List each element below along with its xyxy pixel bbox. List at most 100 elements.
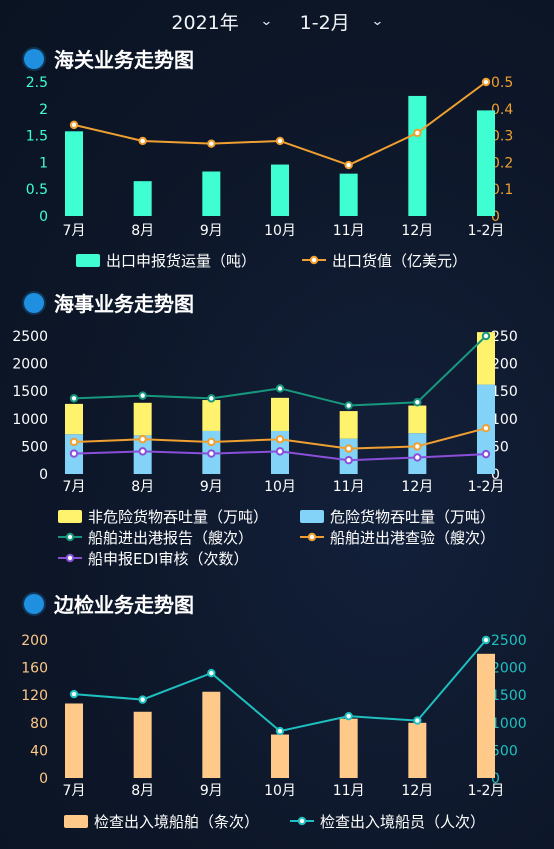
x-axis-tick-label: 9月	[200, 223, 223, 239]
circle-dot-icon	[24, 593, 44, 614]
data-point	[69, 394, 79, 403]
data-point	[138, 391, 147, 400]
x-axis-tick-label: 10月	[264, 783, 296, 799]
data-point	[69, 437, 79, 447]
y-axis-tick-label: 1000	[12, 412, 48, 428]
x-axis-tick-label: 8月	[131, 783, 154, 799]
y-axis-tick-label: 1	[39, 155, 48, 171]
data-point	[207, 668, 216, 678]
data-point	[481, 331, 491, 341]
bar	[339, 173, 358, 216]
bar	[202, 691, 221, 778]
data-point	[413, 128, 422, 138]
section-title-border: 边检业务走势图	[24, 589, 194, 618]
legend-swatch	[58, 510, 82, 523]
period-select-value: 1-2月	[299, 11, 350, 34]
y2-axis-tick-label: 500	[491, 743, 518, 759]
legend-swatch	[65, 532, 75, 542]
bar	[408, 405, 427, 434]
data-point	[344, 711, 353, 721]
data-point	[138, 136, 147, 146]
data-point	[207, 449, 216, 458]
data-point	[138, 695, 147, 704]
x-axis-tick-label: 10月	[264, 479, 296, 495]
legend-label: 出口申报货运量（吨）	[106, 252, 256, 270]
bar	[202, 171, 221, 216]
legend-swatch	[65, 553, 75, 563]
period-select[interactable]: 1-2月 ⌄	[299, 8, 384, 35]
chevron-down-icon: ⌄	[259, 13, 273, 29]
bar	[339, 411, 358, 439]
section-title-text: 海关业务走势图	[54, 48, 194, 72]
data-point	[207, 394, 216, 403]
data-point	[275, 726, 285, 736]
y2-axis-tick-label: 50	[491, 439, 509, 455]
x-axis-tick-label: 1-2月	[468, 479, 505, 495]
y2-axis-tick-label: 200	[491, 357, 518, 373]
x-axis-tick-label: 1-2月	[468, 783, 505, 799]
data-point	[275, 384, 285, 393]
bar	[65, 703, 83, 778]
year-select-value: 2021年	[171, 11, 239, 34]
legend-label: 出口货值（亿美元）	[332, 252, 467, 270]
data-point	[413, 398, 422, 407]
y2-axis-tick-label: 0.4	[491, 102, 513, 118]
legend-label: 船舶进出港报告（艘次）	[88, 529, 253, 547]
data-point	[275, 136, 285, 146]
y2-axis-tick-label: 0.2	[491, 155, 513, 171]
year-select[interactable]: 2021年 ⌄	[171, 8, 273, 35]
bar	[65, 403, 83, 435]
data-point	[344, 456, 353, 465]
legend-swatch	[309, 255, 319, 265]
legend-label: 船舶进出港查验（艘次）	[330, 529, 495, 547]
x-axis-tick-label: 11月	[333, 783, 365, 799]
legend-swatch	[297, 816, 307, 826]
x-axis-tick-label: 10月	[264, 223, 296, 239]
x-axis-tick-label: 11月	[333, 479, 365, 495]
bar	[133, 711, 152, 778]
x-axis-tick-label: 9月	[200, 783, 223, 799]
legend-swatch	[307, 532, 317, 542]
y2-axis-tick-label: 0	[491, 771, 500, 787]
y-axis-tick-label: 160	[21, 661, 48, 677]
y2-axis-tick-label: 2500	[491, 633, 527, 649]
legend-label: 检查出入境船员（人次）	[320, 813, 485, 831]
maritime-trend-chart: 0 500 1000 1500 2000 2500 0 50 100 150 200 250 7月 8月 9…	[12, 329, 518, 568]
y2-axis-tick-label: 100	[491, 412, 518, 428]
x-axis-tick-label: 7月	[63, 223, 86, 239]
bar	[477, 653, 495, 778]
section-title-text: 海事业务走势图	[54, 292, 194, 316]
bar	[271, 734, 289, 778]
bar	[477, 332, 495, 385]
bar	[202, 400, 221, 431]
data-point	[207, 139, 216, 148]
data-point	[481, 423, 491, 433]
legend-label: 船申报EDI审核（次数）	[88, 550, 248, 568]
y-axis-tick-label: 1.5	[26, 129, 48, 145]
y-axis-tick-label: 2000	[12, 357, 48, 373]
y-axis-tick-label: 200	[21, 633, 48, 649]
bar	[339, 718, 358, 778]
data-point	[69, 449, 79, 458]
bar	[65, 131, 83, 216]
circle-dot-icon	[24, 48, 44, 69]
y-axis-tick-label: 2	[39, 102, 48, 118]
bar	[133, 181, 152, 216]
y-axis-tick-label: 500	[21, 439, 48, 455]
data-point	[207, 437, 216, 447]
data-point	[413, 442, 422, 451]
x-axis-tick-label: 12月	[401, 223, 433, 239]
data-point	[69, 689, 79, 699]
bar	[271, 164, 289, 216]
data-point	[344, 444, 353, 453]
data-point	[481, 449, 491, 459]
data-point	[138, 435, 147, 444]
y2-axis-tick-label: 0	[491, 209, 500, 225]
y2-axis-tick-label: 0.3	[491, 129, 513, 145]
section-title-maritime: 海事业务走势图	[24, 288, 194, 317]
y2-axis-tick-label: 2000	[491, 661, 527, 677]
x-axis-tick-label: 8月	[131, 479, 154, 495]
y-axis-tick-label: 0	[39, 209, 48, 225]
bar	[408, 95, 427, 216]
